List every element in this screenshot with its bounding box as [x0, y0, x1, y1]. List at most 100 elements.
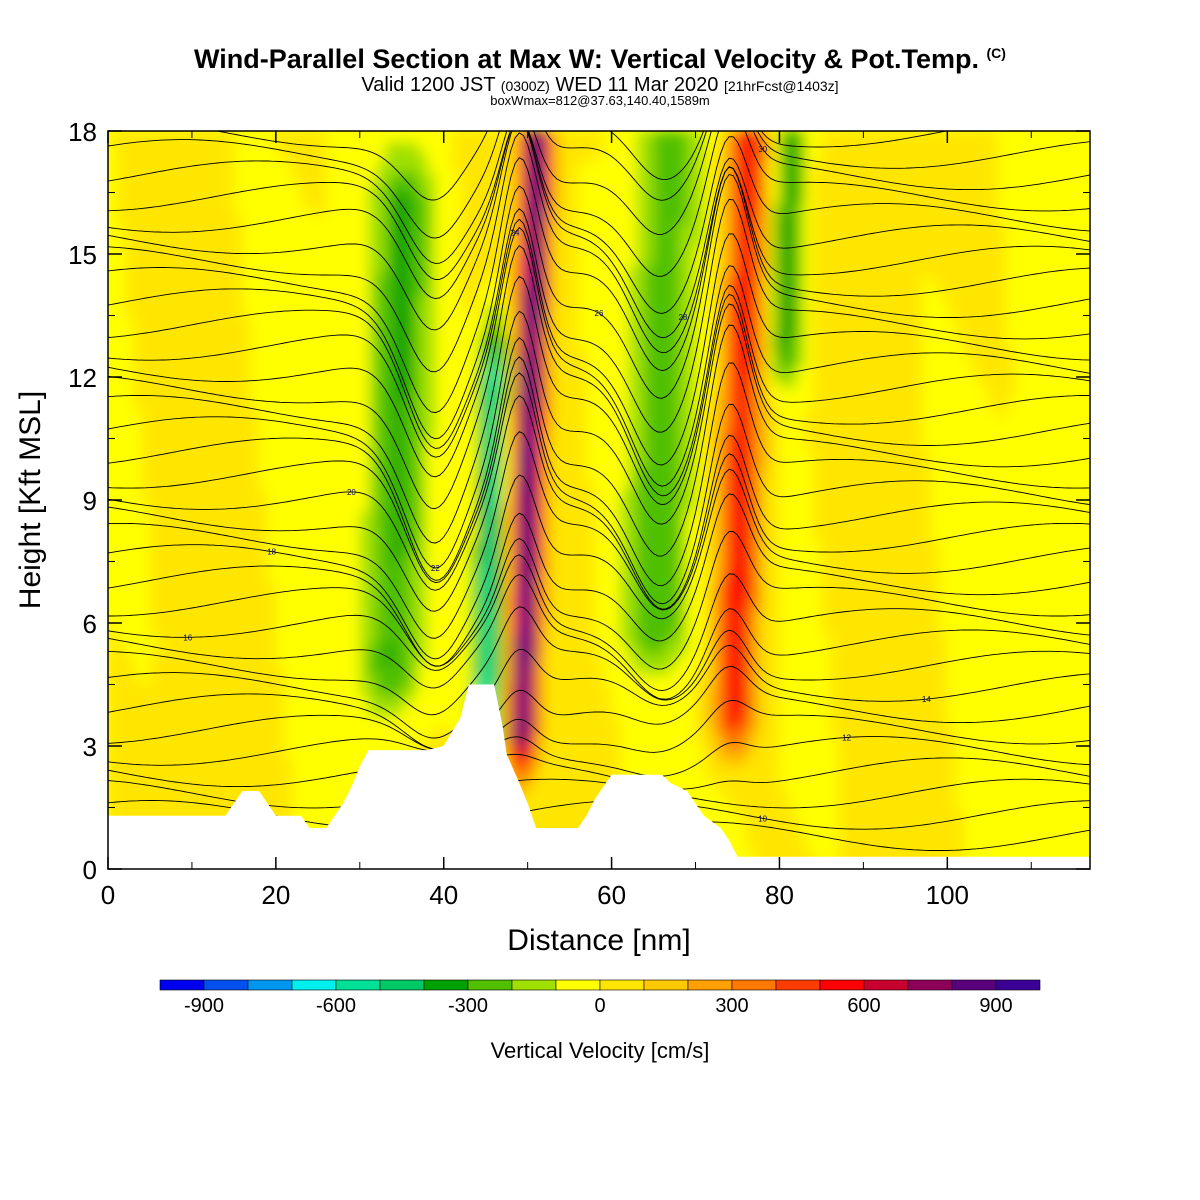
velocity-cell: [384, 602, 395, 614]
velocity-cell: [166, 428, 177, 440]
velocity-cell: [561, 172, 571, 184]
velocity-cell: [149, 602, 160, 614]
velocity-cell: [183, 602, 193, 614]
velocity-cell: [636, 489, 647, 501]
velocity-cell: [678, 397, 689, 409]
velocity-cell: [166, 131, 177, 143]
velocity-cell: [200, 469, 210, 481]
velocity-cell: [452, 356, 462, 368]
velocity-cell: [611, 694, 621, 706]
velocity-cell: [292, 315, 303, 327]
velocity-cell: [552, 520, 563, 532]
velocity-cell: [678, 192, 689, 204]
velocity-cell: [393, 469, 403, 481]
velocity-cell: [561, 346, 571, 358]
velocity-cell: [410, 172, 420, 184]
velocity-cell: [678, 735, 689, 747]
velocity-cell: [225, 592, 235, 604]
velocity-cell: [376, 366, 386, 378]
velocity-cell: [317, 817, 328, 829]
velocity-cell: [326, 336, 336, 348]
velocity-cell: [410, 510, 420, 522]
velocity-cell: [133, 510, 143, 522]
velocity-cell: [233, 776, 244, 788]
velocity-cell: [594, 151, 605, 163]
velocity-cell: [653, 356, 663, 368]
velocity-cell: [653, 336, 663, 348]
velocity-cell: [317, 725, 328, 737]
velocity-cell: [267, 592, 277, 604]
velocity-cell: [460, 336, 470, 348]
velocity-cell: [217, 192, 227, 204]
velocity-cell: [284, 582, 294, 594]
velocity-cell: [410, 131, 420, 143]
velocity-cell: [561, 797, 571, 809]
velocity-cell: [527, 715, 538, 727]
velocity-cell: [494, 623, 504, 635]
velocity-cell: [376, 438, 386, 450]
velocity-cell: [116, 172, 126, 184]
velocity-cell: [410, 469, 420, 481]
velocity-cell: [343, 182, 353, 194]
velocity-cell: [259, 510, 269, 522]
velocity-cell: [149, 172, 160, 184]
velocity-cell: [561, 489, 571, 501]
velocity-cell: [309, 643, 319, 655]
velocity-cell: [267, 756, 277, 768]
velocity-cell: [645, 315, 655, 327]
velocity-cell: [183, 438, 193, 450]
velocity-cell: [166, 346, 177, 358]
velocity-cell: [619, 766, 630, 778]
velocity-cell: [368, 305, 378, 317]
velocity-cell: [116, 541, 126, 553]
velocity-cell: [275, 684, 286, 696]
velocity-cell: [292, 489, 303, 501]
velocity-cell: [284, 489, 294, 501]
velocity-cell: [141, 766, 151, 778]
velocity-cell: [485, 469, 496, 481]
velocity-cell: [594, 551, 605, 563]
velocity-cell: [452, 541, 462, 553]
velocity-cell: [326, 643, 336, 655]
velocity-cell: [343, 284, 353, 296]
velocity-cell: [452, 407, 462, 419]
velocity-cell: [619, 223, 630, 235]
velocity-cell: [233, 366, 244, 378]
velocity-cell: [259, 172, 269, 184]
velocity-cell: [267, 766, 277, 778]
velocity-cell: [678, 459, 689, 471]
velocity-cell: [401, 438, 412, 450]
velocity-cell: [175, 459, 185, 471]
velocity-cell: [661, 233, 672, 245]
velocity-cell: [149, 438, 160, 450]
velocity-cell: [368, 254, 378, 266]
velocity-cell: [619, 469, 630, 481]
velocity-cell: [611, 633, 621, 645]
velocity-cell: [594, 612, 605, 624]
velocity-cell: [359, 151, 370, 163]
velocity-cell: [435, 705, 445, 717]
velocity-cell: [166, 787, 177, 799]
velocity-cell: [502, 243, 512, 255]
velocity-cell: [217, 151, 227, 163]
velocity-cell: [418, 243, 428, 255]
velocity-cell: [561, 151, 571, 163]
velocity-cell: [510, 387, 521, 399]
velocity-cell: [494, 643, 504, 655]
velocity-cell: [519, 172, 529, 184]
velocity-cell: [536, 407, 546, 419]
velocity-cell: [603, 571, 613, 583]
velocity-cell: [586, 674, 596, 686]
velocity-cell: [586, 623, 596, 635]
velocity-cell: [435, 274, 445, 286]
velocity-cell: [292, 182, 303, 194]
velocity-cell: [410, 479, 420, 491]
velocity-cell: [569, 438, 580, 450]
velocity-cell: [351, 684, 361, 696]
velocity-cell: [502, 223, 512, 235]
velocity-cell: [435, 592, 445, 604]
velocity-cell: [317, 530, 328, 542]
velocity-cell: [653, 151, 663, 163]
velocity-cell: [460, 653, 470, 665]
velocity-cell: [183, 623, 193, 635]
